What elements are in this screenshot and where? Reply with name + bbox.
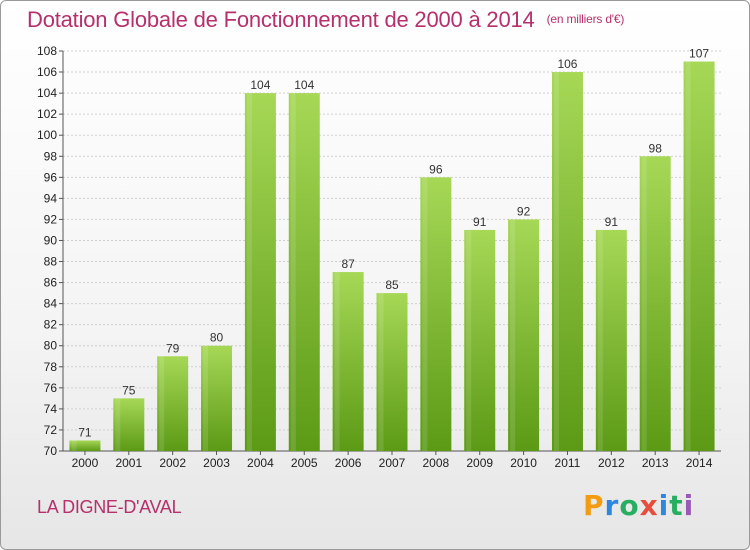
bar-2009 xyxy=(464,229,496,451)
data-label: 104 xyxy=(294,78,314,92)
data-label: 96 xyxy=(429,162,443,176)
y-tick-label: 92 xyxy=(44,212,58,226)
bar-2006 xyxy=(332,272,364,451)
y-tick-label: 100 xyxy=(37,128,57,142)
bar-2000 xyxy=(69,440,101,451)
bar-highlight xyxy=(466,229,472,451)
x-tick-label: 2008 xyxy=(423,456,450,470)
y-tick-label: 86 xyxy=(44,276,58,290)
y-tick-label: 72 xyxy=(44,423,58,437)
y-tick-label: 102 xyxy=(37,107,57,121)
bar-highlight xyxy=(378,293,384,451)
y-tick-label: 70 xyxy=(44,444,58,458)
y-tick-label: 94 xyxy=(44,191,58,205)
x-tick-label: 2001 xyxy=(115,456,142,470)
x-tick-label: 2011 xyxy=(555,456,581,470)
y-tick-label: 98 xyxy=(44,149,58,163)
bar-2010 xyxy=(508,219,540,451)
y-tick-label: 90 xyxy=(44,233,58,247)
bar-highlight xyxy=(510,219,516,451)
data-label: 79 xyxy=(166,341,180,355)
y-tick-label: 84 xyxy=(44,297,58,311)
x-tick-label: 2013 xyxy=(642,456,669,470)
y-tick-label: 88 xyxy=(44,255,58,269)
bar-2003 xyxy=(201,345,233,451)
data-label: 91 xyxy=(605,215,619,229)
bar-2007 xyxy=(376,293,408,451)
y-tick-label: 78 xyxy=(44,360,58,374)
labels: 2000 71 2001 75 2002 79 2003 80 2004 104 2005 104 20… xyxy=(72,47,713,470)
data-label: 85 xyxy=(385,278,399,292)
bar-highlight xyxy=(203,345,209,451)
bar-2004 xyxy=(244,93,276,452)
bar-highlight xyxy=(246,93,252,452)
y-tick-label: 96 xyxy=(44,170,58,184)
data-label: 98 xyxy=(649,141,663,155)
data-label: 107 xyxy=(689,47,709,61)
y-tick-label: 106 xyxy=(37,65,57,79)
chart-title: Dotation Globale de Fonctionnement de 20… xyxy=(27,7,624,33)
chart-subtitle: (en milliers d'€) xyxy=(546,12,625,26)
x-tick-label: 2002 xyxy=(159,456,186,470)
y-tick-label: 80 xyxy=(44,339,58,353)
bar-highlight xyxy=(553,72,559,451)
x-tick-label: 2007 xyxy=(379,456,406,470)
data-label: 75 xyxy=(122,383,136,397)
bar-highlight xyxy=(115,398,121,451)
proxiti-logo: Proxiti xyxy=(583,489,695,522)
bars xyxy=(69,61,715,452)
bar-2001 xyxy=(113,398,145,451)
chart-title-text: Dotation Globale de Fonctionnement de 20… xyxy=(27,7,535,32)
bar-2002 xyxy=(157,356,189,451)
bar-highlight xyxy=(641,156,647,451)
y-tick-label: 108 xyxy=(37,44,57,58)
bar-2011 xyxy=(551,72,583,451)
bar-2005 xyxy=(288,93,320,452)
commune-name: LA DIGNE-D'AVAL xyxy=(37,497,182,517)
bar-highlight xyxy=(290,93,296,452)
x-tick-label: 2000 xyxy=(72,456,99,470)
bar-highlight xyxy=(597,229,603,451)
bar-highlight xyxy=(685,61,691,452)
bar-highlight xyxy=(422,177,428,451)
y-tick-label: 104 xyxy=(37,86,57,100)
bar-2008 xyxy=(420,177,452,451)
x-tick-label: 2014 xyxy=(686,456,713,470)
x-tick-label: 2012 xyxy=(598,456,625,470)
bar-2012 xyxy=(595,229,627,451)
bar-highlight xyxy=(334,272,340,451)
x-tick-label: 2009 xyxy=(466,456,493,470)
bar-highlight xyxy=(159,356,165,451)
bar-2014 xyxy=(683,61,715,452)
x-tick-label: 2004 xyxy=(247,456,274,470)
bar-2013 xyxy=(639,156,671,451)
x-tick-label: 2003 xyxy=(203,456,230,470)
x-tick-label: 2010 xyxy=(510,456,537,470)
data-label: 106 xyxy=(557,57,577,71)
data-label: 91 xyxy=(473,215,487,229)
data-label: 71 xyxy=(78,425,92,439)
data-label: 80 xyxy=(210,331,224,345)
y-tick-label: 76 xyxy=(44,381,58,395)
x-tick-label: 2005 xyxy=(291,456,318,470)
y-tick-label: 82 xyxy=(44,318,58,332)
data-label: 104 xyxy=(250,78,270,92)
x-tick-label: 2006 xyxy=(335,456,362,470)
y-tick-label: 74 xyxy=(44,402,58,416)
data-label: 87 xyxy=(341,257,355,271)
data-label: 92 xyxy=(517,204,531,218)
bar-highlight xyxy=(71,440,77,451)
